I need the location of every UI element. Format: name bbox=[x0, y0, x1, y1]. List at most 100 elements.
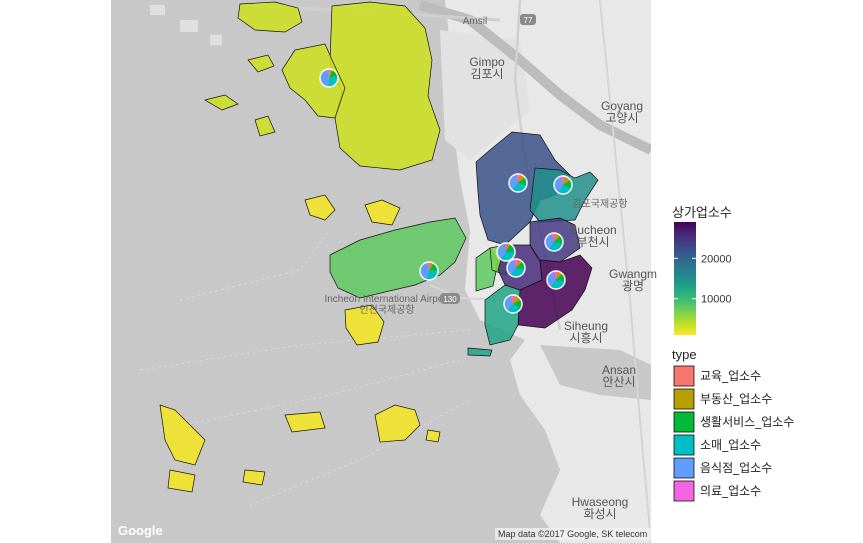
district-ongjin-islet-1 bbox=[304, 194, 336, 221]
fill-legend-ticks: 20000 10000 bbox=[674, 253, 732, 306]
google-logo: Google bbox=[118, 523, 163, 538]
district-ongjin-jawol bbox=[374, 404, 421, 443]
type-legend-key bbox=[673, 388, 695, 410]
place-label-amsil: Amsil bbox=[463, 16, 487, 27]
district-ganghwa-islet-gyodong bbox=[237, 1, 303, 33]
district-ongjin-deokjeok bbox=[159, 404, 206, 466]
type-legend-label: 의료_업소수 bbox=[700, 484, 761, 498]
pie-slice bbox=[518, 177, 527, 186]
pie-slice bbox=[510, 295, 513, 304]
road-shield-130-bg bbox=[440, 293, 460, 304]
place-label-hwaseong-ko: 화성시 bbox=[583, 507, 616, 521]
type-legend-key bbox=[673, 434, 695, 456]
pie-slice bbox=[547, 271, 556, 288]
map-attribution: Map data ©2017 Google, SK telecom bbox=[498, 529, 647, 539]
place-label-bucheon-ko: 부천시 bbox=[576, 234, 609, 249]
pie-slice bbox=[504, 243, 506, 252]
pie-slice bbox=[554, 233, 557, 242]
pie-slice bbox=[556, 273, 565, 282]
district-ongjin-islet-2 bbox=[364, 199, 401, 226]
place-label-gwangmyeong: Gwangm bbox=[609, 267, 657, 281]
pie-slice bbox=[513, 259, 516, 268]
district-ganghwa-islet-5 bbox=[254, 115, 276, 137]
type-legend-label: 음식점_업소수 bbox=[700, 461, 772, 475]
district-ganghwa-islet-seokmo bbox=[281, 43, 346, 119]
district-ganghwa-islet-3 bbox=[247, 54, 275, 73]
pie-slice bbox=[329, 69, 331, 78]
pie-seo bbox=[508, 173, 528, 193]
place-label-goyang: Goyang bbox=[601, 99, 643, 113]
fill-legend-tick-label: 10000 bbox=[701, 294, 732, 306]
pie-slice bbox=[516, 261, 525, 270]
district-ongjin-islet-4 bbox=[242, 469, 266, 486]
pie-slice bbox=[497, 243, 506, 260]
pie-slice bbox=[554, 235, 563, 244]
district-ongjin-islet-6 bbox=[425, 429, 441, 443]
pie-namdong bbox=[546, 270, 566, 290]
pie-slice bbox=[429, 262, 431, 271]
type-legend-key bbox=[673, 411, 695, 433]
pie-outline bbox=[508, 173, 528, 193]
district-ganghwa bbox=[329, 1, 441, 171]
pie-slice bbox=[327, 76, 338, 87]
pie-outline bbox=[546, 270, 566, 290]
pie-outline bbox=[506, 258, 526, 278]
district-ongjin-islet-3 bbox=[167, 469, 196, 493]
place-labels: Amsil Gimpo 김포시 Goyang 고양시 김포국제공항 Bucheo… bbox=[324, 16, 657, 521]
major-road-3 bbox=[599, 0, 651, 543]
place-label-siheung: Siheung bbox=[564, 319, 608, 333]
type-legend-key bbox=[673, 457, 695, 479]
pie-slice bbox=[551, 233, 554, 242]
pie-slice bbox=[508, 174, 518, 191]
pie-slice bbox=[518, 174, 521, 183]
pie-outline bbox=[319, 68, 339, 88]
type-legend-label: 교육_업소수 bbox=[700, 369, 761, 383]
pie-slice bbox=[544, 233, 554, 250]
pie-outline bbox=[553, 175, 573, 195]
pie-slice bbox=[515, 174, 518, 183]
pie-slice bbox=[507, 259, 516, 276]
fill-legend-tick-label: 20000 bbox=[701, 253, 732, 265]
pie-slice bbox=[426, 270, 439, 281]
pie-slice bbox=[554, 176, 563, 193]
pie-slice bbox=[556, 271, 563, 280]
pie-outline bbox=[503, 294, 523, 314]
pie-slice bbox=[513, 295, 517, 304]
pie-slice bbox=[429, 262, 434, 271]
pie-layer bbox=[319, 68, 573, 314]
pie-outline bbox=[496, 242, 516, 262]
district-layer bbox=[159, 1, 599, 493]
islet-gray-2 bbox=[210, 35, 222, 45]
gimpo-land bbox=[440, 30, 530, 160]
pie-slice bbox=[563, 176, 567, 185]
type-legend-title: type bbox=[672, 347, 697, 362]
pie-slice bbox=[420, 262, 429, 280]
pie-outline bbox=[419, 261, 439, 281]
pie-slice bbox=[329, 69, 338, 78]
pie-slice bbox=[554, 233, 561, 242]
place-label-goyang-ko: 고양시 bbox=[605, 111, 638, 125]
pie-dong bbox=[496, 242, 516, 262]
pie-slice bbox=[516, 259, 519, 268]
pie-outline bbox=[544, 232, 564, 252]
place-label-gimpo-airport: 김포국제공항 bbox=[572, 198, 627, 210]
type-legend-label: 소매_업소수 bbox=[700, 438, 761, 452]
road-shields: 77 130 bbox=[440, 14, 536, 304]
type-legend-key bbox=[673, 365, 695, 387]
pie-yeonsu bbox=[503, 294, 523, 314]
place-label-gwangmyeong-ko: 광명 bbox=[622, 279, 644, 293]
road-shield-77-bg bbox=[520, 14, 536, 25]
district-namdong bbox=[517, 254, 593, 329]
district-yeonsu-port bbox=[467, 347, 493, 357]
type-legend-label: 생활서비스_업소수 bbox=[700, 415, 794, 429]
type-legend-key bbox=[673, 480, 695, 502]
pie-michuhol bbox=[506, 258, 526, 278]
fill-legend: 상가업소수 20000 10000 bbox=[672, 205, 732, 335]
pie-slice bbox=[506, 243, 508, 252]
pie-slice bbox=[560, 176, 563, 185]
place-label-gimpo: Gimpo bbox=[469, 55, 505, 69]
pie-slice bbox=[553, 271, 556, 280]
district-ongjin-islet-5 bbox=[284, 411, 326, 433]
pie-slice bbox=[563, 180, 572, 189]
